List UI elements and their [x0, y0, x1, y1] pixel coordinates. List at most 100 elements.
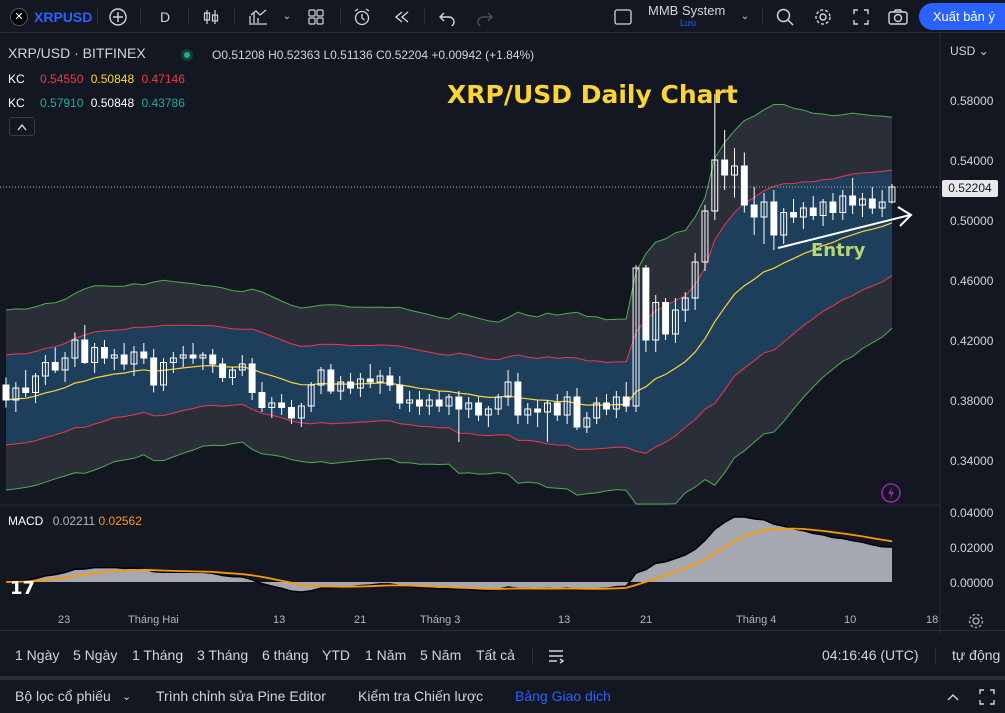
candle-body [337, 381, 345, 392]
candle-body [721, 159, 729, 176]
candle-body [51, 362, 59, 371]
chart-annotation-entry[interactable]: Entry [811, 240, 866, 261]
layout-name[interactable]: MMB System [648, 3, 726, 18]
time-axis-label: 13 [273, 614, 286, 626]
rewind-icon [394, 10, 409, 23]
candle-body [868, 198, 876, 209]
range-all[interactable]: Tất cả [476, 647, 515, 663]
candle-body [475, 402, 482, 416]
chevron-down-icon[interactable]: ⌄ [740, 11, 750, 22]
chart-annotation-title[interactable]: XRP/USD Daily Chart [447, 80, 738, 109]
candle-body [32, 375, 39, 393]
candle-body [435, 399, 443, 407]
candle-body [750, 204, 758, 218]
auto-scale-toggle[interactable]: tự động [952, 647, 1001, 663]
snapshot-button[interactable] [884, 0, 912, 33]
layouts-button[interactable] [302, 0, 330, 33]
range-1y[interactable]: 1 Năm [365, 647, 407, 663]
indicators-button[interactable] [243, 0, 273, 33]
range-6m[interactable]: 6 tháng [262, 647, 309, 663]
candle-body [416, 399, 423, 407]
candle-body [662, 302, 670, 335]
collapse-legend-button[interactable] [9, 117, 35, 136]
macd-axis-label: 0.02000 [950, 541, 994, 555]
currency-selector[interactable]: USD ⌄ [950, 44, 989, 58]
alert-button[interactable] [348, 0, 376, 33]
candle-body [642, 267, 650, 341]
kc-outer-lower-line [5, 328, 893, 505]
symbol-legend[interactable]: XRP/USD · BITFINEX [8, 45, 146, 61]
candle-body [770, 201, 778, 236]
tab-stock-screener[interactable]: Bộ lọc cổ phiếu [15, 688, 111, 704]
candle-body [376, 375, 384, 383]
tab-pine-editor[interactable]: Trình chỉnh sửa Pine Editor [156, 688, 326, 704]
redo-icon [477, 12, 493, 26]
undo-button[interactable] [433, 0, 461, 33]
candle-body [731, 165, 738, 176]
search-icon [776, 8, 794, 26]
chevron-down-icon[interactable]: ⌄ [282, 11, 292, 22]
symbol-search[interactable]: ✕ XRPUSD [4, 5, 98, 28]
kc-indicator-2[interactable]: KC 0.57910 0.50848 0.43786 [8, 96, 189, 110]
candle-body [12, 387, 20, 401]
range-1m[interactable]: 1 Tháng [132, 647, 184, 663]
redo-button[interactable] [471, 0, 499, 33]
candle-body [169, 357, 177, 363]
tab-trading-panel[interactable]: Bảng Giao dịch [515, 688, 611, 704]
chevron-down-icon[interactable]: ⌄ [122, 691, 132, 703]
price-axis-label: 0.38000 [950, 394, 994, 408]
range-3m[interactable]: 3 Tháng [197, 647, 249, 663]
close-value: 0.52204 [384, 48, 429, 62]
candle-body [41, 362, 49, 377]
kc-indicator-1[interactable]: KC 0.54550 0.50848 0.47146 [8, 72, 189, 86]
change-value: +0.00942 (+1.84%) [431, 48, 535, 62]
replay-button[interactable] [388, 0, 416, 33]
signal-line [5, 527, 893, 590]
candle-body [248, 363, 256, 393]
candle-body [849, 195, 857, 206]
price-chart[interactable]: 17 [0, 34, 1005, 634]
candle-body [386, 375, 394, 386]
current-price-tag: 0.52204 [942, 180, 998, 197]
goto-date-icon[interactable] [546, 646, 566, 666]
tradingview-logo: 17 [10, 578, 35, 599]
layout-toggle[interactable] [610, 0, 636, 33]
lightning-icon[interactable] [880, 482, 902, 504]
publish-button[interactable]: Xuất bản ý [918, 3, 1005, 30]
undo-icon [439, 12, 455, 26]
chevron-up-icon[interactable] [946, 690, 960, 704]
xrp-logo-icon: ✕ [10, 7, 28, 26]
candle-body [307, 384, 315, 407]
settings-gear-icon[interactable] [967, 612, 985, 630]
high-label: H [268, 48, 277, 62]
symbol-label: XRPUSD [34, 8, 93, 25]
chart-type-button[interactable] [197, 0, 225, 33]
candle-body [366, 378, 374, 383]
price-axis-label: 0.42000 [950, 334, 994, 348]
fullscreen-button[interactable] [847, 0, 875, 33]
search-button[interactable] [771, 0, 799, 33]
kc-mid-value: 0.50848 [90, 72, 135, 86]
candle-body [238, 363, 246, 371]
tab-strategy-tester[interactable]: Kiểm tra Chiến lược [358, 688, 484, 704]
interval-button[interactable]: D [159, 8, 171, 25]
compare-add-button[interactable] [104, 0, 132, 33]
candle-body [593, 402, 601, 419]
candle-body [258, 392, 266, 408]
time-axis-label: 18 [926, 614, 939, 626]
utc-clock[interactable]: 04:16:46 (UTC) [822, 647, 919, 663]
candle-body [110, 354, 118, 359]
range-5y[interactable]: 5 Năm [420, 647, 462, 663]
price-axis-label: 0.50000 [950, 214, 994, 228]
plus-circle-icon [109, 7, 127, 26]
settings-button[interactable] [809, 0, 837, 33]
candle-body [514, 381, 522, 416]
range-ytd[interactable]: YTD [322, 647, 350, 663]
macd-legend[interactable]: MACD 0.02211 0.02562 [8, 514, 142, 528]
candle-body [327, 369, 335, 392]
maximize-icon[interactable] [978, 688, 996, 706]
kc-upper-value: 0.57910 [40, 96, 84, 110]
range-1d[interactable]: 1 Ngày [15, 647, 60, 663]
timebar-divider [0, 630, 1005, 631]
range-5d[interactable]: 5 Ngày [73, 647, 118, 663]
